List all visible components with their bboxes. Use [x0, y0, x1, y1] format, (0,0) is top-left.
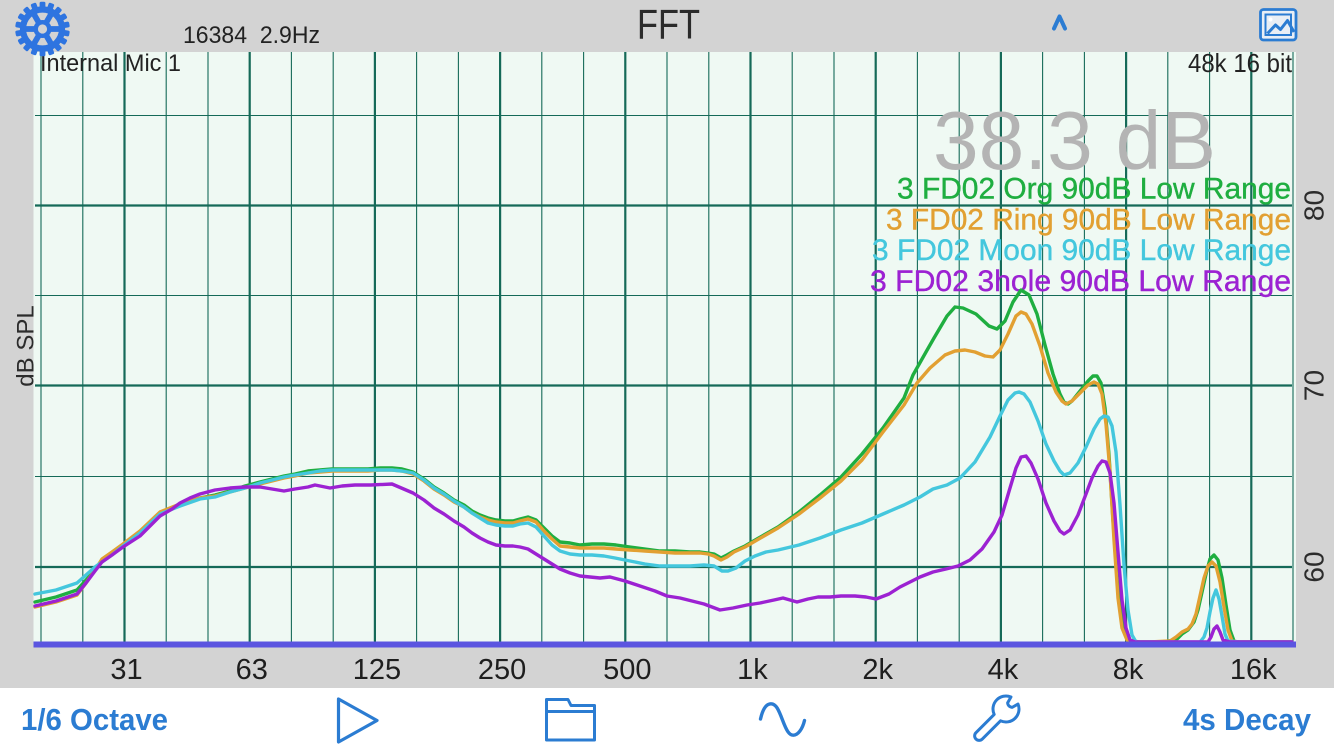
svg-text:31: 31: [110, 654, 142, 686]
svg-text:dB SPL: dB SPL: [12, 305, 39, 386]
svg-text:1k: 1k: [737, 654, 768, 686]
svg-text:4k: 4k: [988, 654, 1019, 686]
svg-text:FFT: FFT: [637, 1, 700, 48]
svg-text:3 FD02 3hole 90dB Low Range: 3 FD02 3hole 90dB Low Range: [870, 265, 1291, 298]
svg-text:60: 60: [1298, 551, 1329, 582]
svg-text:8k: 8k: [1113, 654, 1144, 686]
svg-text:38.3 dB: 38.3 dB: [933, 94, 1216, 187]
svg-text:1/6 Octave: 1/6 Octave: [21, 702, 168, 737]
svg-text:125: 125: [353, 654, 401, 686]
svg-text:4s Decay: 4s Decay: [1183, 702, 1312, 737]
svg-text:70: 70: [1298, 370, 1329, 401]
svg-text:Internal Mic 1: Internal Mic 1: [40, 50, 181, 77]
svg-text:3 FD02 Org 90dB Low Range: 3 FD02 Org 90dB Low Range: [897, 173, 1291, 206]
svg-text:250: 250: [478, 654, 526, 686]
svg-text:48k 16 bit: 48k 16 bit: [1188, 48, 1293, 78]
svg-text:16384 2.9Hz: 16384 2.9Hz: [183, 22, 320, 49]
svg-text:3 FD02 Ring 90dB Low Range: 3 FD02 Ring 90dB Low Range: [886, 203, 1291, 236]
svg-text:16k: 16k: [1230, 654, 1277, 686]
svg-text:500: 500: [603, 654, 651, 686]
svg-text:2k: 2k: [862, 654, 893, 686]
svg-text:63: 63: [236, 654, 268, 686]
svg-text:3 FD02 Moon 90dB Low Range: 3 FD02 Moon 90dB Low Range: [872, 234, 1291, 267]
svg-text:80: 80: [1298, 190, 1329, 221]
